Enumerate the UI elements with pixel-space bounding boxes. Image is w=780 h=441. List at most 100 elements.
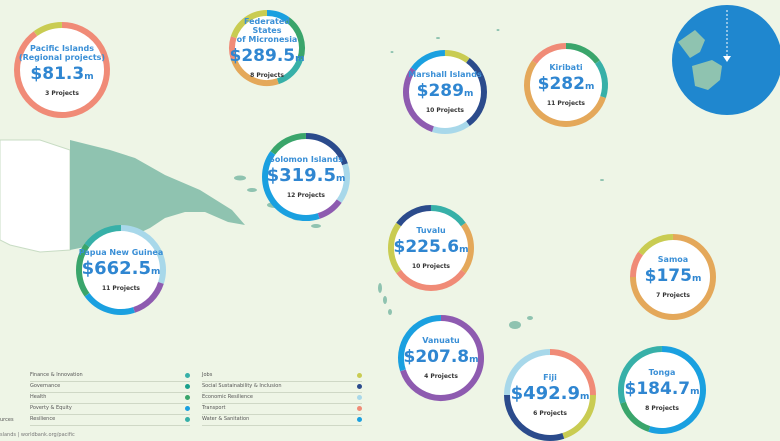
amount-unit: m (459, 245, 469, 255)
ring-segment (285, 17, 305, 60)
bubble-fill (402, 319, 480, 397)
amount-unit: m (463, 89, 474, 99)
bubble-solomon-islands[interactable]: Solomon Islands $319.5m 12 Projects (262, 133, 350, 221)
bubble-vanuatu[interactable]: Vanuatu $207.8m 4 Projects (398, 315, 484, 401)
ring-segment (532, 43, 567, 64)
ring-segment (396, 205, 432, 227)
amount-unit: m (336, 174, 346, 184)
legend-item: Resilience (30, 415, 190, 426)
bubble-text: Tonga $184.7m 8 Projects (618, 346, 706, 434)
amount-unit: m (584, 82, 595, 92)
bubble-fill (80, 229, 162, 311)
bubble-ring (76, 225, 166, 315)
bubble-text: Vanuatu $207.8m 4 Projects (398, 315, 484, 401)
ring-segment (266, 10, 290, 23)
project-count: 3 Projects (45, 89, 79, 97)
bubble-kiribati[interactable]: Kiribati $282m 11 Projects (524, 43, 608, 127)
amount-value: $175 (644, 266, 692, 286)
ring-segment (430, 205, 466, 227)
ring-segment (270, 133, 307, 155)
bubble-text: Kiribati $282m 11 Projects (524, 43, 608, 127)
funding-amount: $282m (538, 73, 595, 98)
bubble-text: Fiji $492.9m 6 Projects (504, 349, 596, 441)
legend-dot (185, 384, 190, 389)
legend-dot (357, 373, 362, 378)
footer-text: slands | worldbank.org/pacific (0, 432, 75, 438)
bubble-ring (403, 50, 487, 134)
landmass-australia (0, 139, 71, 253)
bubble-ring (524, 43, 608, 127)
bubble-ring (398, 315, 484, 401)
bubble-tuvalu[interactable]: Tuvalu $225.6m 10 Projects (388, 205, 474, 291)
ring-segment (317, 199, 342, 219)
funding-amount: $175m (645, 265, 702, 290)
bubble-text: Pacific Islands (Regional projects) $81.3… (14, 22, 110, 118)
project-count: 10 Projects (411, 263, 451, 270)
ring-segment (230, 57, 279, 86)
country-name: Pacific Islands (Regional projects) (18, 43, 106, 62)
ring-segment (230, 10, 268, 39)
ring-segment (620, 401, 651, 432)
project-count: 12 Projects (286, 192, 326, 199)
ring-segment (229, 36, 237, 60)
country-name: Federated States of Micronesia (236, 17, 298, 44)
legend-left-fragment: urces (0, 417, 14, 423)
ring-segment (444, 50, 470, 63)
project-count: 11 Projects (101, 285, 141, 292)
ring-segment (648, 346, 706, 434)
country-name: Fiji (543, 373, 557, 382)
ring-segment (504, 349, 551, 396)
bubble-pacific-islands[interactable]: Pacific Islands (Regional projects) $81.3… (14, 22, 110, 118)
bubble-marshall-islands[interactable]: Marshall Islands $289m 10 Projects (403, 50, 487, 134)
bubble-tonga[interactable]: Tonga $184.7m 8 Projects (618, 346, 706, 434)
project-count: 10 Projects (425, 107, 465, 114)
legend-dot (357, 384, 362, 389)
bubble-micronesia[interactable]: Federated States of Micronesia $289.5m 8 P… (229, 10, 305, 86)
bubble-text: Federated States of Micronesia $289.5m 8 P… (229, 10, 305, 86)
amount-value: $492.9 (510, 383, 581, 404)
bubble-fill (266, 137, 346, 217)
amount-unit: m (580, 392, 590, 402)
ring-segment (562, 394, 596, 439)
ring-segment (595, 60, 608, 98)
funding-amount: $207.8m (404, 346, 479, 371)
bubble-ring (630, 234, 716, 320)
globe-inset (672, 5, 780, 115)
country-name: Papua New Guinea (78, 248, 164, 257)
bubble-papua-new-guinea[interactable]: Papua New Guinea $662.5m 11 Projects (76, 225, 166, 315)
legend-item: Transport (202, 404, 362, 415)
bubble-ring (14, 22, 110, 118)
bubble-fiji[interactable]: Fiji $492.9m 6 Projects (504, 349, 596, 441)
ring-segment (618, 346, 663, 404)
amount-unit: m (690, 387, 700, 397)
ring-segment (524, 60, 606, 127)
bubble-fill (233, 14, 301, 82)
amount-unit: m (151, 267, 161, 277)
funding-amount: $225.6m (394, 236, 469, 261)
bubble-fill (508, 353, 592, 437)
ring-segment (84, 225, 122, 248)
ring-segment (76, 243, 90, 297)
funding-amount: $289m (417, 80, 474, 105)
ring-segment (398, 315, 442, 372)
ring-segment (84, 292, 135, 315)
ring-segment (262, 151, 320, 221)
legend-item: Jobs (202, 371, 362, 382)
bubble-text: Tuvalu $225.6m 10 Projects (388, 205, 474, 291)
legend-item: Water & Sanitation (202, 415, 362, 426)
bubble-samoa[interactable]: Samoa $175m 7 Projects (630, 234, 716, 320)
amount-value: $289 (416, 81, 464, 101)
project-count: 11 Projects (546, 100, 586, 107)
bubble-ring (504, 349, 596, 441)
legend-item: Governance (30, 382, 190, 393)
ring-segment (276, 57, 304, 85)
bubble-text: Marshall Islands $289m 10 Projects (403, 50, 487, 134)
legend-item: Health (30, 393, 190, 404)
ring-segment (403, 67, 434, 132)
legend-dot (185, 406, 190, 411)
amount-value: $282 (537, 74, 585, 94)
bubble-text: Samoa $175m 7 Projects (630, 234, 716, 320)
bubble-fill (528, 47, 604, 123)
country-name: Samoa (657, 255, 689, 264)
